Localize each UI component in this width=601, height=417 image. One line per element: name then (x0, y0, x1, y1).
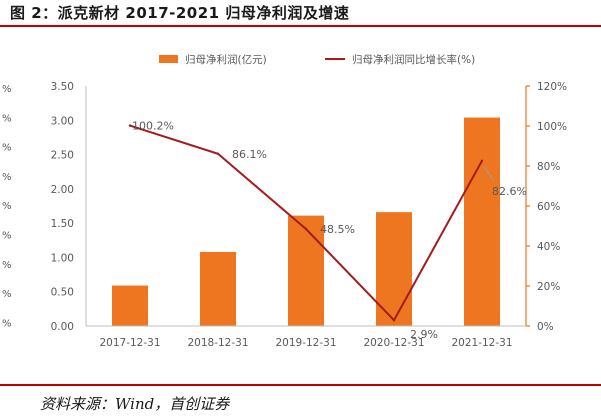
y-right-tick-label: 40% (537, 241, 560, 253)
clipped-axis-label: % (2, 201, 12, 212)
y-right-tick-label: 80% (537, 161, 560, 173)
clipped-axis-label: % (2, 84, 12, 95)
bar (288, 215, 324, 326)
legend-bar-label: 归母净利润(亿元) (185, 53, 267, 66)
x-tick-label: 2019-12-31 (275, 337, 336, 349)
line-point (480, 159, 484, 162)
legend-line-label: 归母净利润同比增长率(%) (352, 53, 475, 66)
clipped-axis-label: % (2, 172, 12, 183)
y-left-tick-label: 1.00 (51, 252, 74, 264)
clipped-axis-label: % (2, 260, 12, 271)
line-data-label: 100.2% (132, 120, 174, 133)
clipped-axis-label: % (2, 231, 12, 242)
source-note: 资料来源：Wind，首创证券 (40, 395, 230, 413)
bar (112, 285, 148, 326)
line-data-label: 2.9% (410, 328, 438, 341)
clipped-axis-label: % (2, 143, 12, 154)
bar (200, 251, 236, 326)
label-leader-line (483, 166, 495, 182)
line-point (216, 152, 220, 155)
clipped-axis-label: % (2, 318, 12, 329)
y-right-tick-label: 20% (537, 281, 560, 293)
y-right-tick-label: 60% (537, 201, 560, 213)
line-point (392, 319, 396, 322)
y-right-tick-label: 120% (537, 81, 567, 93)
line-data-label: 48.5% (320, 223, 355, 236)
y-right-tick-label: 0% (537, 321, 554, 333)
y-left-tick-label: 0.00 (51, 321, 74, 333)
bar (464, 117, 500, 327)
y-left-tick-label: 0.50 (51, 287, 74, 299)
chart: %%%%%%%%% 归母净利润(亿元) 归母净利润同比增长率(%) 0.00 0.5… (2, 53, 567, 349)
clipped-axis-label: % (2, 289, 12, 300)
x-tick-label: 2020-12-31 (363, 337, 424, 349)
legend-bar-swatch (159, 55, 178, 63)
line-data-label: 82.6% (492, 185, 527, 198)
line-data-label: 86.1% (232, 148, 267, 161)
y-left-tick-label: 2.50 (51, 150, 74, 162)
y-left-tick-label: 3.00 (51, 115, 74, 127)
x-tick-label: 2021-12-31 (451, 337, 512, 349)
y-left-tick-label: 3.50 (51, 81, 74, 93)
y-left-tick-label: 2.00 (51, 184, 74, 196)
clipped-axis-label: % (2, 113, 12, 124)
x-tick-label: 2017-12-31 (99, 337, 160, 349)
y-right-tick-label: 100% (537, 121, 567, 133)
source-rule (0, 384, 601, 386)
line-point (304, 227, 308, 231)
figure-title: 图 2：派克新材 2017-2021 归母净利润及增速 (10, 4, 350, 22)
line-point (128, 124, 132, 127)
x-tick-label: 2018-12-31 (187, 337, 248, 349)
bar (376, 212, 412, 326)
title-rule (0, 25, 601, 27)
y-left-tick-label: 1.50 (51, 218, 74, 230)
